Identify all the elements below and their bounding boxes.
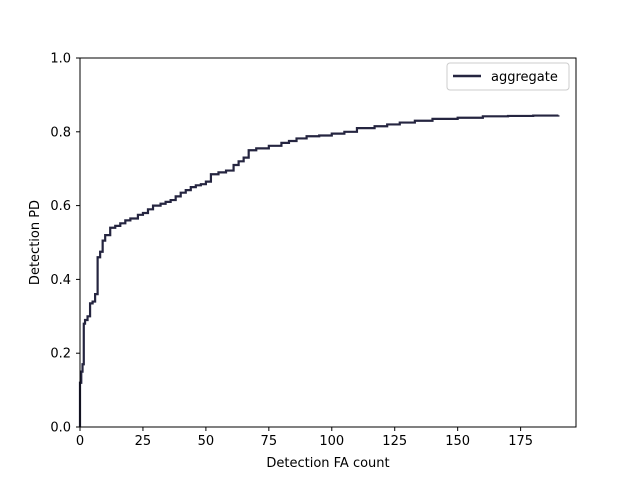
x-tick-label: 175 [508, 434, 533, 449]
x-tick-label: 150 [445, 434, 470, 449]
legend-label: aggregate [491, 70, 558, 85]
x-tick-label: 25 [135, 434, 152, 449]
x-tick-label: 50 [198, 434, 215, 449]
y-axis-label: Detection PD [28, 200, 43, 285]
x-axis-label: Detection FA count [266, 456, 389, 471]
y-tick-label: 0.4 [50, 273, 71, 288]
x-axis: 0 25 50 75 100 125 150 175 [76, 427, 533, 449]
y-tick-label: 0.0 [50, 421, 71, 436]
x-tick-label: 125 [382, 434, 407, 449]
y-tick-label: 0.2 [50, 347, 71, 362]
y-tick-label: 1.0 [50, 52, 71, 67]
x-tick-label: 100 [319, 434, 344, 449]
x-tick-label: 0 [76, 434, 84, 449]
x-tick-label: 75 [261, 434, 278, 449]
y-tick-label: 0.6 [50, 199, 71, 214]
series-line-aggregate [78, 114, 560, 427]
y-axis: 0.0 0.2 0.4 0.6 0.8 1.0 [50, 52, 80, 436]
legend-box [446, 62, 570, 91]
axes-frame [79, 57, 577, 428]
legend: aggregate [446, 62, 570, 91]
y-tick-label: 0.8 [50, 125, 71, 140]
